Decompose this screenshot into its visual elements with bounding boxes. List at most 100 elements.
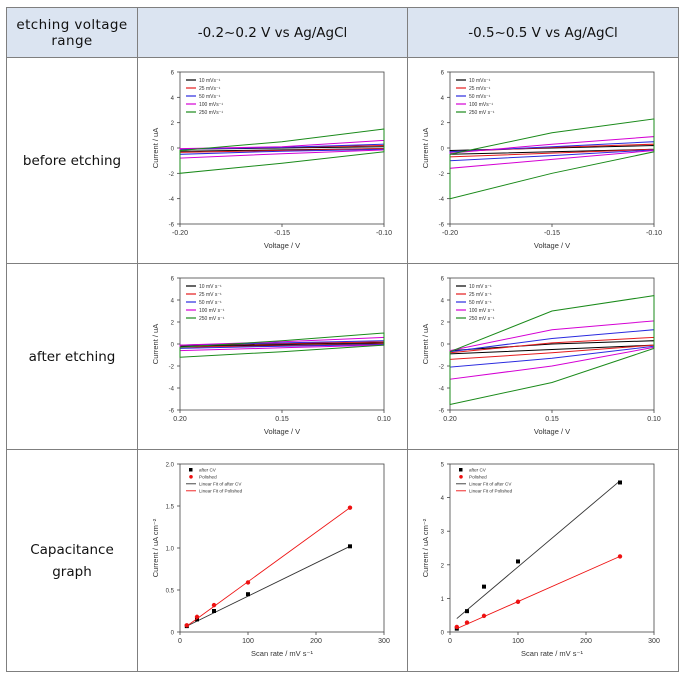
y-tick-label: -4 (439, 386, 445, 392)
legend-label: 25 mVs⁻¹ (199, 86, 221, 92)
cv-chart-before-narrow: -0.20 -0.15 -0.10 6 4 2 0 -2 -4 -6 Voltage / V Curr… (151, 70, 392, 250)
y-tick-label: 2 (441, 320, 445, 326)
y-tick-label: 6 (441, 276, 445, 282)
data-point-polished (617, 553, 623, 559)
y-tick-label: 2 (441, 121, 445, 127)
plot-frame (449, 463, 655, 632)
cv-loop-3 (449, 135, 655, 169)
y-tick-label: 2.0 (165, 462, 174, 468)
y-axis-label: Current / uA (151, 127, 160, 167)
row-label-capacitance: Capacitance graph (6, 449, 138, 672)
data-point-polished (464, 619, 470, 625)
y-tick-label: -2 (168, 171, 174, 177)
x-tick-label: 100 (512, 638, 524, 645)
y-tick-label: 4 (170, 95, 174, 101)
y-tick-label: 5 (441, 462, 445, 468)
cv-chart-after-narrow: 0.20 0.15 0.10 6 4 2 0 -2 -4 -6 Voltage / V Current… (151, 276, 391, 436)
cell-before-narrow: -0.20 -0.15 -0.10 6 4 2 0 -2 -4 -6 Voltage / V Curr… (137, 57, 408, 264)
cv-loop-4 (179, 331, 384, 358)
y-tick-label: -2 (439, 171, 445, 177)
legend-label: 50 mV s⁻¹ (469, 300, 492, 306)
legend-label: 100 mVs⁻¹ (199, 102, 223, 108)
x-axis-label: Voltage / V (534, 427, 570, 436)
fit-line-0 (456, 479, 621, 619)
legend-marker (459, 467, 463, 471)
y-tick-label: 6 (441, 70, 445, 76)
legend-label: 25 mV s⁻¹ (469, 292, 492, 298)
header-wide-range: -0.5~0.5 V vs Ag/AgCl (407, 7, 679, 58)
y-tick-label: -6 (168, 222, 174, 228)
y-tick-label: 0 (170, 342, 174, 348)
header-voltage-range-line2: range (51, 32, 93, 49)
cv-chart-before-wide: -0.20 -0.15 -0.10 6 4 2 0 -2 -4 -6 Voltage / V Curr… (421, 70, 662, 250)
cv-loop-4 (179, 127, 384, 174)
legend-label: Linear Fit of Polished (199, 488, 243, 493)
cell-capacitance-wide: 0 100 200 300 0 1 2 3 4 5 Scan rate / mV s⁻¹ Curren… (407, 449, 679, 672)
y-tick-label: 1 (441, 596, 445, 602)
data-point-polished (481, 613, 487, 618)
x-tick-label: 300 (648, 638, 660, 645)
row-label-capacitance-line2: graph (52, 563, 92, 580)
y-tick-label: 0 (441, 630, 445, 636)
x-tick-label: 100 (242, 638, 254, 645)
y-tick-label: -2 (439, 364, 445, 370)
y-tick-label: -2 (168, 364, 174, 370)
data-point-polished (245, 579, 250, 585)
legend-label: 250 mV s⁻¹ (469, 110, 495, 116)
y-tick-label: 4 (441, 298, 445, 304)
data-point-after-cv (618, 479, 622, 484)
legend-label: Polished (469, 474, 487, 479)
x-axis-label: Voltage / V (263, 427, 299, 436)
data-point-polished (515, 599, 521, 604)
x-tick-label: 0.10 (377, 416, 391, 423)
x-tick-label: 200 (310, 638, 322, 645)
row-label-after-etching: after etching (6, 263, 138, 450)
legend-label: 10 mV s⁻¹ (199, 284, 222, 290)
y-tick-label: 1.0 (165, 546, 174, 552)
y-tick-label: -4 (168, 197, 174, 203)
row-label-before-etching: before etching (6, 57, 138, 264)
capacitance-chart-narrow: 0 100 200 300 0 0.5 1.0 1.5 2.0 Scan rate / mV s⁻… (151, 462, 390, 658)
y-axis-label: Current / uA (151, 323, 160, 363)
y-tick-label: 2 (441, 563, 445, 569)
legend-label: 25 mVs⁻¹ (469, 86, 491, 92)
legend-label: 100 mV s⁻¹ (199, 308, 225, 314)
header-voltage-range: etching voltage range (6, 7, 138, 58)
legend-label: after CV (199, 467, 217, 472)
cell-after-wide: 0.20 0.15 0.10 6 4 2 0 -2 -4 -6 Voltage / V Current… (407, 263, 679, 450)
data-point-after-cv (465, 608, 469, 613)
data-point-polished (184, 622, 189, 627)
legend-label: 50 mV s⁻¹ (199, 300, 222, 306)
capacitance-chart-wide: 0 100 200 300 0 1 2 3 4 5 Scan rate / mV s⁻¹ Curren… (421, 462, 660, 658)
x-axis-label: Scan rate / mV s⁻¹ (521, 649, 583, 658)
y-tick-label: 6 (170, 276, 174, 282)
y-axis-label: Current / uA (421, 127, 430, 167)
y-tick-label: 4 (441, 95, 445, 101)
x-tick-label: -0.20 (172, 230, 188, 237)
legend-label: 50 mVs⁻¹ (199, 94, 221, 100)
legend-label: 10 mV s⁻¹ (469, 284, 492, 290)
cv-loop-4 (449, 294, 655, 405)
data-point-after-cv (482, 584, 486, 589)
x-tick-label: 0.10 (647, 416, 661, 423)
x-axis-label: Scan rate / mV s⁻¹ (251, 649, 313, 658)
x-tick-label: 0.20 (173, 416, 187, 423)
y-tick-label: -6 (168, 408, 174, 414)
legend-marker (188, 467, 192, 471)
data-point-after-cv (516, 558, 520, 563)
y-tick-label: -4 (168, 386, 174, 392)
y-tick-label: 0 (441, 342, 445, 348)
x-tick-label: -0.20 (442, 230, 458, 237)
data-point-after-cv (211, 608, 216, 613)
legend-label: after CV (469, 467, 487, 472)
data-point-after-cv (245, 591, 250, 596)
data-point-after-cv (194, 616, 199, 621)
x-tick-label: -0.15 (544, 230, 560, 237)
legend-label: 250 mVs⁻¹ (199, 110, 223, 116)
x-tick-label: -0.10 (376, 230, 392, 237)
fit-line-1 (456, 555, 621, 629)
legend-label: 250 mV s⁻¹ (469, 316, 495, 322)
y-tick-label: 1.5 (165, 504, 174, 510)
legend-label: 250 mV s⁻¹ (199, 316, 225, 322)
data-point-polished (454, 624, 459, 629)
